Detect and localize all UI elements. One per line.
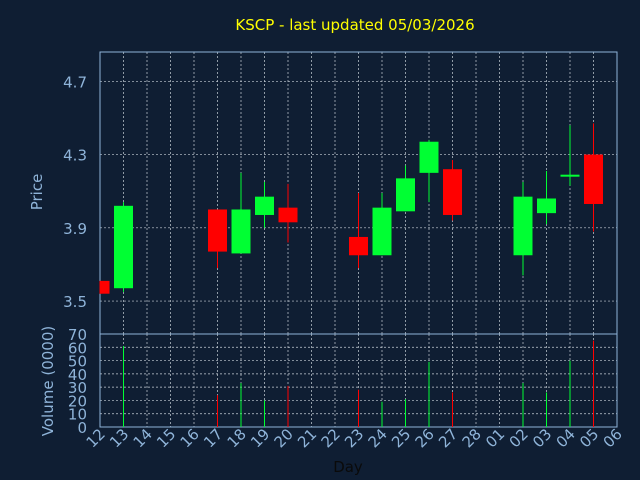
day-tick-label: 04	[553, 425, 579, 451]
day-tick-label: 03	[529, 425, 555, 451]
day-tick-label: 01	[482, 425, 508, 451]
volume-bars	[123, 340, 594, 427]
candles	[99, 123, 603, 294]
volume-tick-label: 70	[68, 326, 87, 344]
volume-tick-label: 30	[68, 379, 87, 397]
candle-body	[537, 198, 556, 214]
volume-tick-label: 50	[68, 353, 87, 371]
day-tick-label: 25	[388, 425, 414, 451]
candle-body	[396, 178, 415, 212]
price-tick-labels: 3.5 3.9 4.3 4.7	[63, 73, 87, 311]
price-tick-label: 4.7	[63, 73, 87, 91]
day-tick-label: 05	[576, 425, 602, 451]
day-tick-label: 18	[224, 425, 250, 451]
day-tick-label: 13	[106, 425, 132, 451]
candle-body	[584, 154, 603, 204]
candle-body	[255, 196, 274, 215]
volume-tick-label: 20	[68, 392, 87, 410]
day-tick-label: 06	[600, 425, 626, 451]
price-axis-label: Price	[28, 174, 46, 211]
day-tick-label: 26	[412, 425, 438, 451]
chart-title: KSCP - last updated 05/03/2026	[235, 16, 474, 34]
candle-body	[560, 174, 580, 177]
candle-body	[208, 209, 227, 252]
candle-body	[349, 236, 368, 256]
volume-axis-label: Volume (0000)	[39, 326, 57, 436]
candle-body	[278, 207, 298, 223]
day-tick-label: 21	[294, 425, 320, 451]
day-tick-label: 19	[247, 425, 273, 451]
volume-tick-label: 40	[68, 366, 87, 384]
day-tick-label: 15	[153, 425, 179, 451]
candle-body	[443, 169, 462, 215]
day-tick-label: 20	[271, 425, 297, 451]
candle-body	[372, 207, 392, 256]
day-tick-label: 24	[365, 425, 391, 451]
price-tick-label: 4.3	[63, 147, 87, 165]
price-tick-label: 3.5	[63, 293, 87, 311]
candle-body	[114, 205, 133, 289]
day-tick-label: 02	[506, 425, 532, 451]
candle-body	[419, 141, 439, 173]
price-tick-label: 3.9	[63, 220, 87, 238]
volume-tick-label: 10	[68, 406, 87, 424]
day-tick-label: 28	[459, 425, 485, 451]
day-tick-labels: 1213141516171819202122232425262728010203…	[83, 425, 626, 451]
volume-tick-label: 0	[77, 419, 87, 437]
x-axis-label: Day	[333, 458, 363, 476]
candle-body	[513, 196, 533, 256]
volume-tick-label: 60	[68, 339, 87, 357]
day-tick-label: 16	[177, 425, 203, 451]
day-tick-label: 27	[435, 425, 461, 451]
day-tick-label: 14	[130, 425, 156, 451]
candle-body	[100, 280, 110, 294]
day-tick-label: 17	[200, 425, 226, 451]
day-tick-label: 22	[318, 425, 344, 451]
candle-body	[231, 209, 251, 254]
day-tick-label: 23	[341, 425, 367, 451]
